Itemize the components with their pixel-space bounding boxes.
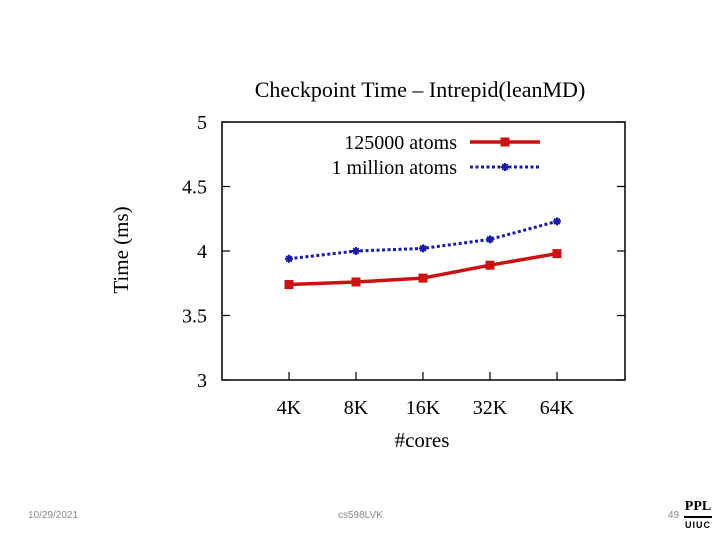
data-point <box>284 280 294 290</box>
y-tick-label: 4 <box>197 241 207 263</box>
logo-bottom-text: UIUC <box>685 520 711 530</box>
chart-title: Checkpoint Time – Intrepid(leanMD) <box>255 77 586 102</box>
data-point <box>485 260 495 270</box>
logo-top-text: PPL <box>684 499 712 514</box>
x-tick-label: 8K <box>344 397 369 419</box>
y-tick-label: 3 <box>197 370 207 392</box>
series-layer <box>284 217 562 290</box>
checkpoint-time-chart: Checkpoint Time – Intrepid(leanMD) Time … <box>109 77 626 452</box>
data-point <box>553 217 561 226</box>
y-tick-label: 3.5 <box>182 306 207 328</box>
y-tick-label: 4.5 <box>182 177 207 199</box>
y-tick-label: 5 <box>197 112 207 134</box>
data-point <box>352 247 360 255</box>
legend-marker <box>501 163 509 171</box>
x-axis-label: #cores <box>395 428 450 452</box>
ppl-uiuc-logo: PPL UIUC <box>680 499 716 535</box>
legend-label: 125000 atoms <box>344 132 457 154</box>
x-tick-label: 16K <box>406 397 441 419</box>
page-number: 49 <box>668 510 680 521</box>
legend: 125000 atoms 1 million atoms <box>331 132 540 179</box>
y-ticks: 3 3.5 4 4.5 5 <box>182 112 625 392</box>
x-tick-label: 32K <box>473 397 508 419</box>
x-ticks: 4K 8K 16K 32K 64K <box>277 372 575 419</box>
series-line-2 <box>288 219 558 261</box>
data-point <box>419 244 427 253</box>
x-tick-label: 4K <box>277 397 302 419</box>
legend-marker <box>500 137 510 147</box>
logo-divider <box>684 516 712 518</box>
data-point <box>418 273 428 283</box>
data-point <box>486 235 494 244</box>
footer-course: cs598LVK <box>338 510 383 521</box>
footer-date: 10/29/2021 <box>28 510 79 521</box>
legend-label: 1 million atoms <box>331 157 457 179</box>
x-tick-label: 64K <box>540 397 575 419</box>
y-axis-label: Time (ms) <box>109 206 133 293</box>
data-point <box>552 249 562 259</box>
data-point <box>285 254 293 263</box>
data-point <box>351 277 361 287</box>
